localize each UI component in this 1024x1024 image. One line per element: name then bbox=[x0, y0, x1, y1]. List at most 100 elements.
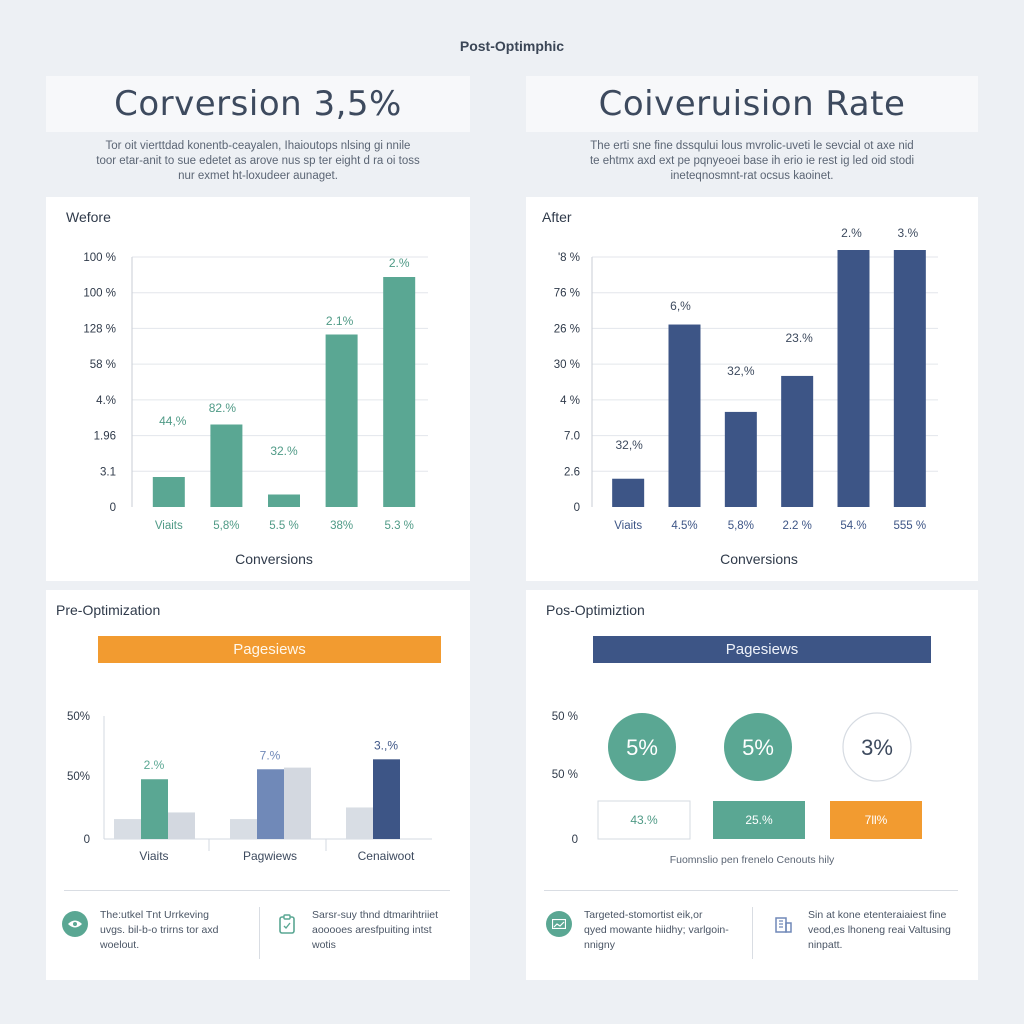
description-line: Tor oit vierttdad konentb-ceayalen, Ihai… bbox=[105, 140, 411, 152]
y-tick-label: 2.6 bbox=[564, 466, 580, 478]
y-tick-label: 3.1 bbox=[100, 466, 116, 478]
y-tick-label: 50% bbox=[67, 771, 90, 783]
bar bbox=[383, 277, 416, 507]
post-optimization-chart: 50 % 50 % 0 5% 5% 3% 43.% 25.% 7ll% bbox=[552, 711, 922, 846]
x-tick-label: 4.5% bbox=[671, 520, 697, 532]
footer-text-line: Sarsr-suy thnd dtmarihtriiet bbox=[312, 909, 439, 921]
footer-text: The:utkel Tnt Urrkeving uvgs. bil-b-o tr… bbox=[100, 908, 218, 953]
image-icon bbox=[546, 911, 572, 937]
left-banner-title: Corversion 3,5% bbox=[46, 76, 470, 132]
bar bbox=[141, 779, 168, 839]
divider bbox=[64, 890, 450, 891]
y-tick-label: 0 bbox=[110, 502, 116, 514]
bar bbox=[114, 819, 141, 839]
footer-text: Sin at kone etenteraiaiest fine veod,es … bbox=[808, 908, 951, 953]
pre-optimization-bar-chart: 50% 50% 0 2.% Viaits 7.% Pagwiews 3.,% Cenaiwoot bbox=[67, 711, 432, 863]
y-tick-label: 128 % bbox=[83, 323, 116, 335]
data-label: 32,% bbox=[727, 364, 755, 378]
x-tick-label: 5,8% bbox=[213, 520, 239, 532]
post-optimization-card: Pos-Optimiztion Pagesiews 50 % 50 % 0 5% 5% 3… bbox=[526, 590, 978, 980]
x-tick-label: Viaits bbox=[139, 849, 168, 863]
after-chart-card: After '8 % 76 % 26 % 30 % 4 % 7.0 2.6 0 32,% Viai… bbox=[526, 197, 978, 581]
metric-circle-value: 5% bbox=[626, 735, 658, 760]
data-label: 82.% bbox=[209, 401, 237, 415]
data-label: 3.% bbox=[897, 226, 918, 240]
x-tick-label: Viaits bbox=[614, 520, 642, 532]
bar bbox=[257, 769, 284, 839]
bar bbox=[268, 494, 300, 507]
footer-text-line: ninpatt. bbox=[808, 939, 843, 951]
post-footer-item-1: Targeted-stomortist eik,or qyed mowante … bbox=[546, 908, 746, 953]
metric-circle-value: 5% bbox=[742, 735, 774, 760]
x-tick-label: 5.3 % bbox=[384, 520, 413, 532]
right-banner-title: Coiveruision Rate bbox=[526, 76, 978, 132]
bar bbox=[230, 819, 257, 839]
y-tick-label: '8 % bbox=[558, 252, 580, 264]
divider bbox=[259, 907, 260, 959]
data-label: 32.% bbox=[270, 444, 298, 458]
y-tick-label: 100 % bbox=[83, 288, 116, 300]
metric-box bbox=[713, 801, 805, 839]
after-chart-title: After bbox=[542, 209, 572, 225]
pageviews-header-bar: Pagesiews bbox=[593, 636, 931, 663]
description-line: te ehtmx axd ext pe pqnyeoei base ih eri… bbox=[589, 155, 915, 167]
x-tick-label: Cenaiwoot bbox=[358, 849, 415, 863]
y-tick-label: 4 % bbox=[560, 395, 580, 407]
y-tick-label: 4.% bbox=[96, 395, 116, 407]
y-tick-label: 1.96 bbox=[94, 431, 116, 443]
metric-circle bbox=[842, 712, 912, 782]
data-label: 2.% bbox=[144, 758, 165, 772]
metric-box-value: 25.% bbox=[745, 813, 773, 827]
pre-optimization-card: Pre-Optimization Pagesiews 50% 50% 0 2.% Via… bbox=[46, 590, 470, 980]
description-line: ineteqnosmnt-rat ocsus kaoinet. bbox=[670, 170, 834, 182]
bar bbox=[152, 477, 185, 507]
footer-text-line: uvgs. bil-b-o trirns tor axd bbox=[100, 924, 219, 936]
data-label: 32,% bbox=[615, 438, 643, 452]
data-label: 2.% bbox=[389, 256, 410, 270]
footer-text-line: nnigny bbox=[584, 939, 615, 951]
x-tick-label: 555 % bbox=[894, 520, 927, 532]
y-tick-label: 26 % bbox=[554, 323, 580, 335]
data-label: 3.,% bbox=[374, 738, 398, 752]
description-line: nur exmet ht-loxudeer aunaget. bbox=[178, 170, 338, 182]
footer-text-line: veod,es lhoneng reai Valtusing bbox=[808, 924, 951, 936]
divider bbox=[752, 907, 753, 959]
metric-box-value: 43.% bbox=[630, 813, 658, 827]
pre-footer-item-2: Sarsr-suy thnd dtmarihtriiet aooooes are… bbox=[274, 908, 464, 953]
bar bbox=[893, 250, 926, 507]
x-tick-label: Pagwiews bbox=[243, 849, 297, 863]
x-axis-title: Conversions bbox=[720, 551, 798, 567]
data-label: 44,% bbox=[159, 414, 187, 428]
x-tick-label: 38% bbox=[330, 520, 353, 532]
footer-text-line: wotis bbox=[312, 939, 336, 951]
data-label: 6,% bbox=[670, 299, 691, 313]
metric-circle bbox=[608, 713, 676, 781]
post-chart-caption: Fuomnslio pen frenelo Cenouts hily bbox=[669, 854, 835, 866]
y-tick-label: 0 bbox=[572, 834, 578, 846]
footer-text-line: woelout. bbox=[100, 939, 140, 951]
page-title: Post-Optimphic bbox=[459, 38, 565, 54]
bar bbox=[612, 478, 645, 507]
post-footer-item-2: Sin at kone etenteraiaiest fine veod,es … bbox=[770, 908, 970, 953]
y-tick-label: 58 % bbox=[90, 359, 116, 371]
data-label: 23.% bbox=[785, 331, 813, 345]
x-tick-label: 2.2 % bbox=[782, 520, 811, 532]
bar bbox=[325, 334, 358, 507]
bar bbox=[168, 812, 195, 839]
bar bbox=[781, 375, 814, 507]
y-tick-label: 0 bbox=[574, 502, 580, 514]
metric-box-value: 7ll% bbox=[865, 813, 888, 827]
bar bbox=[668, 324, 701, 507]
y-tick-label: 100 % bbox=[83, 252, 116, 264]
x-tick-label: 54.% bbox=[840, 520, 866, 532]
footer-text-line: aooooes aresfpuiting intst bbox=[312, 924, 432, 936]
after-bar-chart: '8 % 76 % 26 % 30 % 4 % 7.0 2.6 0 32,% Viaits 6,% 4… bbox=[554, 226, 938, 567]
x-tick-label: 5,8% bbox=[728, 520, 754, 532]
description-line: The erti sne fine dssqului lous mvrolic-… bbox=[590, 140, 914, 152]
footer-text: Targeted-stomortist eik,or qyed mowante … bbox=[584, 908, 729, 953]
building-icon bbox=[770, 911, 796, 937]
metric-box bbox=[597, 800, 691, 840]
footer-text-line: Targeted-stomortist eik,or bbox=[584, 909, 703, 921]
description-line: toor etar-anit to sue edetet as arove nu… bbox=[96, 155, 420, 167]
bar bbox=[210, 424, 243, 507]
